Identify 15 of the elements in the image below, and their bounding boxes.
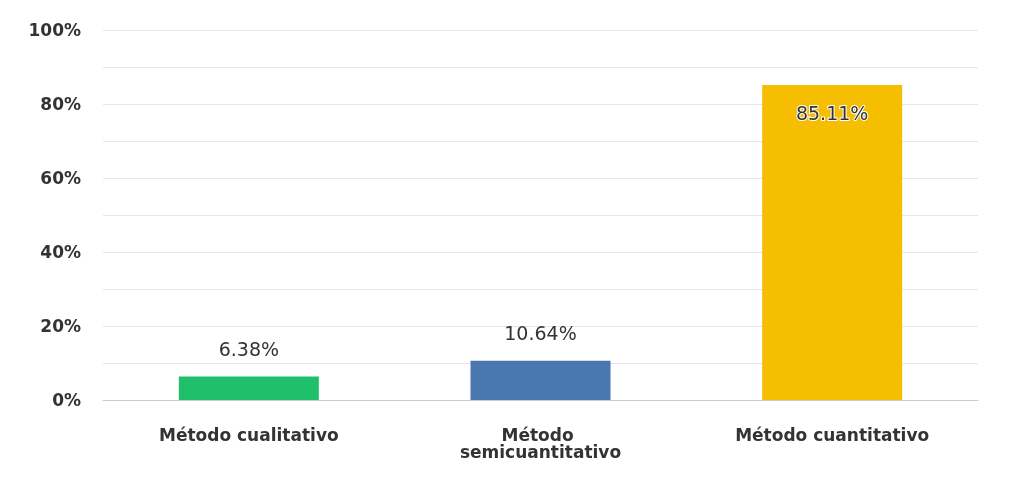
x-tick-label: Método cualitativo [159,424,339,445]
y-tick-label: 20% [40,316,81,336]
bar [178,376,319,400]
data-label: 85.11% [795,101,869,124]
bar [470,360,611,400]
bar [762,85,903,400]
y-tick-label: 100% [28,20,81,40]
y-tick-label: 40% [40,242,81,262]
data-label: 6.38% [218,337,280,360]
y-tick-label: 0% [52,390,81,410]
y-tick-label: 60% [40,168,81,188]
y-tick-label: 80% [40,94,81,114]
data-label: 10.64% [504,322,577,345]
x-tick-label: Método cuantitativo [735,424,930,445]
x-tick-label: Método semicuantitativo [459,424,622,462]
